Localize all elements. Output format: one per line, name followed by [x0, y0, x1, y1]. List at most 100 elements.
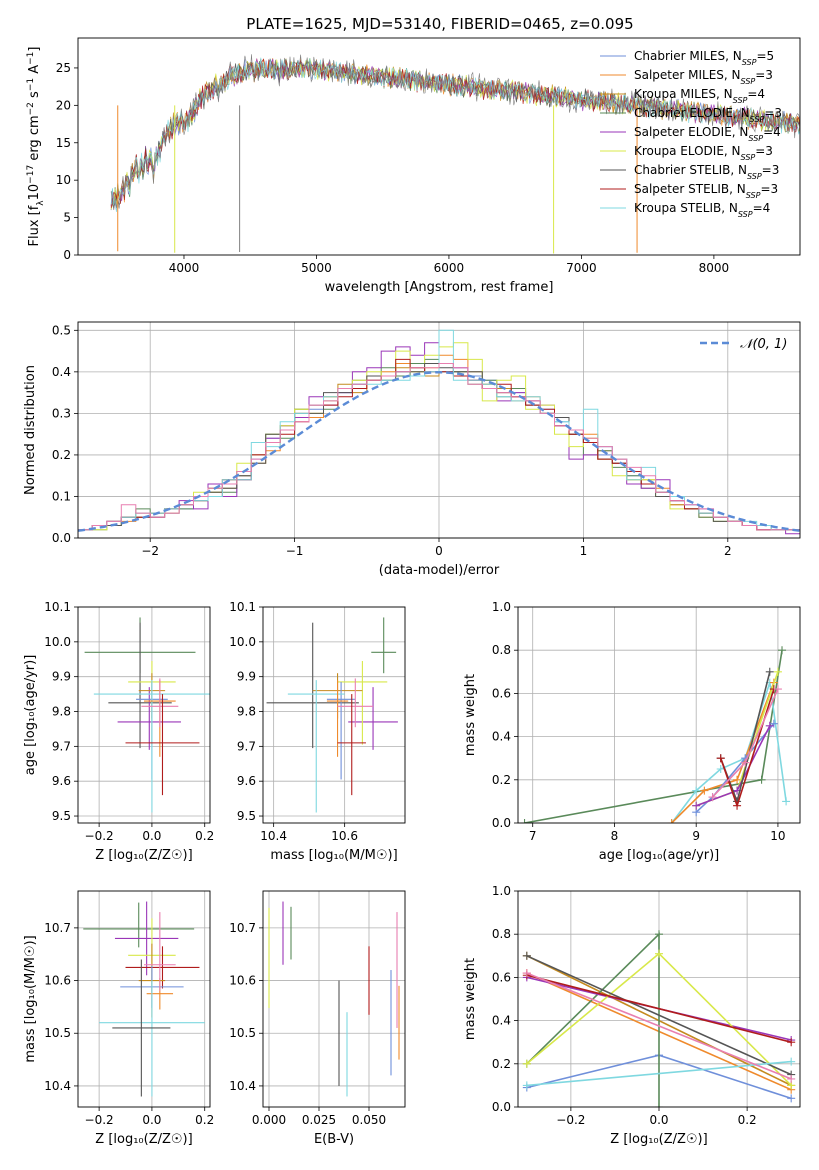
- legend-label: 𝒩(0, 1): [740, 337, 787, 352]
- legend-label: Kroupa MILES, NSSP=4: [634, 87, 765, 105]
- y-tick-label: 0.6: [492, 686, 511, 700]
- legend-label-sub: SSP: [733, 96, 748, 105]
- legend-label-count: =3: [764, 106, 782, 120]
- y-tick-label: 0.4: [492, 730, 511, 744]
- weight-marker: [787, 1057, 796, 1066]
- y-axis-label: age [log₁₀(age/yr)]: [23, 655, 38, 776]
- weight-marker: [655, 930, 663, 939]
- y-tick-label: 9.6: [237, 774, 256, 788]
- weight-marker: [655, 1103, 663, 1107]
- y-tick-label: 0.5: [52, 323, 71, 337]
- x-tick-label: 0.050: [352, 1113, 386, 1127]
- y-tick-label: 0.0: [492, 816, 511, 830]
- x-tick-label: 0.2: [195, 1113, 214, 1127]
- legend-label-sub: SSP: [746, 191, 761, 200]
- y-axis-label: Normed distribution: [23, 365, 38, 495]
- y-tick-label: 0.6: [492, 970, 511, 984]
- axes-frame: [262, 890, 406, 1108]
- weight-marker: [787, 1038, 796, 1047]
- legend-label-count: =4: [747, 87, 765, 101]
- y-tick-label: 10.5: [44, 1026, 71, 1040]
- x-tick-label: 10.4: [260, 829, 287, 843]
- y-tick-label: 0.0: [52, 531, 71, 545]
- legend-label: Kroupa ELODIE, NSSP=3: [634, 144, 773, 162]
- y-tick-label: 9.8: [52, 705, 71, 719]
- histogram-plot-area: [78, 329, 800, 538]
- x-tick-label: −1: [286, 544, 304, 558]
- x-tick-label: 10.6: [331, 829, 358, 843]
- weight-marker: [655, 949, 663, 958]
- x-tick-label: 5000: [301, 261, 332, 275]
- y-tick-label: 0.4: [52, 365, 71, 379]
- x-axis-label: E(B-V): [314, 1132, 354, 1147]
- y-tick-label: 9.5: [237, 809, 256, 823]
- x-tick-label: 0: [435, 544, 443, 558]
- legend-label-text: Chabrier MILES, N: [634, 49, 742, 63]
- weight-line: [526, 972, 792, 1080]
- legend-label-count: =4: [763, 125, 781, 139]
- x-tick-label: 6000: [434, 261, 465, 275]
- x-tick-label: −0.2: [85, 829, 114, 843]
- x-tick-label: 8: [611, 829, 619, 843]
- y-tick-label: 1.0: [492, 884, 511, 898]
- y-tick-label: 10.0: [229, 635, 256, 649]
- weight-line: [526, 955, 792, 1076]
- weight-marker: [716, 754, 725, 763]
- legend-label-sub: SSP: [742, 58, 757, 67]
- legend-label-count: =3: [755, 144, 773, 158]
- y-axis-label: mass weight: [463, 958, 478, 1040]
- weight-marker: [778, 646, 787, 655]
- y-tick-label: 0.3: [52, 406, 71, 420]
- y-tick-label: 25: [56, 61, 71, 75]
- legend-label-text: Salpeter MILES, N: [634, 68, 741, 82]
- y-tick-label: 0.4: [492, 1014, 511, 1028]
- legend-label-count: =3: [755, 68, 773, 82]
- y-axis-label: Flux [fλ10−17 erg cm−2 s−1 A−1]: [26, 47, 46, 247]
- y-tick-label: 0.2: [492, 1057, 511, 1071]
- mass-age-panel: 10.4 10.6 9.5 9.6 9.7 9.8 9.9 10.0 10.1 mass [log…: [229, 600, 406, 863]
- y-tick-label: 10.4: [229, 1079, 256, 1093]
- x-tick-label: 0.000: [252, 1113, 286, 1127]
- y-tick-label: 10.5: [229, 1026, 256, 1040]
- legend-label-sub: SSP: [750, 115, 765, 124]
- weight-marker: [769, 719, 778, 728]
- y-tick-label: 9.7: [237, 739, 256, 753]
- weight-marker: [522, 1059, 531, 1068]
- spectrum-data-line: [110, 54, 800, 211]
- y-tick-label: 0.2: [492, 773, 511, 787]
- y-tick-label: 10.6: [44, 974, 71, 988]
- y-tick-label: 5: [63, 211, 71, 225]
- y-axis-label-part: erg cm: [27, 115, 42, 164]
- weight-marker: [733, 801, 742, 810]
- y-axis-label-part: λ: [36, 200, 46, 206]
- y-tick-label: 15: [56, 136, 71, 150]
- legend-label-text: Chabrier ELODIE, N: [634, 106, 750, 120]
- x-axis-label: Z [log₁₀(Z/Z☉)]: [95, 848, 192, 863]
- weight-marker: [733, 775, 742, 784]
- age-weight-panel: 7 8 9 10 0.0 0.2 0.4 0.6 0.8 1.0 age [log₁₀(age/yr…: [463, 600, 801, 863]
- z-age-panel: −0.2 0.0 0.2 9.5 9.6 9.7 9.8 9.9 10.0 10.1 Z [log₁…: [23, 600, 214, 863]
- weight-marker: [716, 765, 725, 773]
- weight-marker: [522, 969, 531, 978]
- weight-marker: [782, 797, 791, 806]
- y-tick-label: 9.9: [237, 670, 256, 684]
- weight-line: [526, 974, 792, 1043]
- legend-label-text: Salpeter STELIB, N: [634, 182, 746, 196]
- legend-label: Kroupa STELIB, NSSP=4: [634, 201, 770, 219]
- y-tick-label: 10.1: [44, 600, 71, 614]
- y-tick-label: 10.1: [229, 600, 256, 614]
- spectrum-line: [110, 57, 800, 213]
- x-tick-label: 10: [770, 829, 785, 843]
- x-axis-label: Z [log₁₀(Z/Z☉)]: [610, 1132, 707, 1147]
- legend-label-text: Kroupa ELODIE, N: [634, 144, 741, 158]
- x-tick-label: 0.2: [738, 1113, 757, 1127]
- legend-label-sub: SSP: [741, 153, 756, 162]
- y-axis-label-part: −1: [26, 78, 36, 91]
- x-tick-label: 4000: [169, 261, 200, 275]
- weight-marker: [773, 667, 782, 676]
- y-tick-label: 10.4: [44, 1079, 71, 1093]
- legend-label-sub: SSP: [747, 172, 762, 181]
- x-tick-label: −0.2: [556, 1113, 585, 1127]
- z-weight-panel: −0.2 0.0 0.2 0.0 0.2 0.4 0.6 0.8 1.0 Z [log₁₀(Z/Z…: [463, 884, 801, 1147]
- x-tick-label: 1: [580, 544, 588, 558]
